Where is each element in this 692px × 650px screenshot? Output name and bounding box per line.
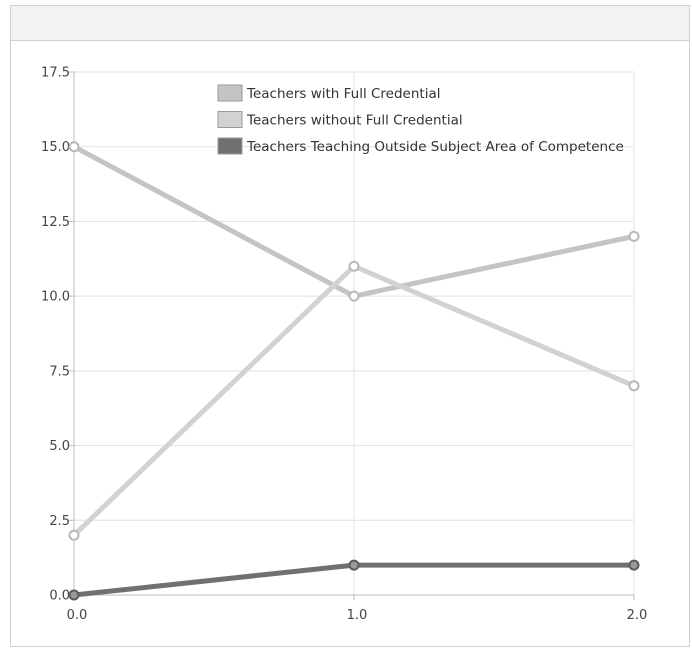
legend-swatch <box>217 137 243 155</box>
data-point <box>68 529 80 541</box>
data-point <box>628 559 640 571</box>
y-axis-ticks: 0.0 2.5 5.0 7.5 10.0 12.5 15.0 17.5 <box>41 66 74 604</box>
y-tick-label: 2.5 <box>49 514 70 529</box>
legend-label: Teachers without Full Credential <box>246 113 463 129</box>
legend-swatch <box>217 111 243 128</box>
x-tick-label: 1.0 <box>347 608 368 623</box>
data-point <box>628 230 640 242</box>
x-tick-label: 2.0 <box>627 608 648 623</box>
data-point <box>68 141 80 153</box>
y-tick-label: 7.5 <box>49 364 70 379</box>
y-tick-label: 5.0 <box>49 439 70 454</box>
y-tick-label: 12.5 <box>41 215 70 230</box>
data-point <box>68 589 80 601</box>
legend-label: Teachers Teaching Outside Subject Area o… <box>246 139 624 155</box>
y-tick-label: 10.0 <box>41 290 70 305</box>
x-axis-ticks: 0.0 1.0 2.0 <box>67 595 648 623</box>
data-point <box>348 260 360 272</box>
legend-swatch <box>217 84 243 102</box>
y-tick-label: 15.0 <box>41 140 70 155</box>
data-point <box>348 559 360 571</box>
y-tick-label: 0.0 <box>49 589 70 604</box>
y-tick-label: 17.5 <box>41 66 70 81</box>
x-tick-label: 0.0 <box>67 608 88 623</box>
panel-header <box>11 6 689 41</box>
legend: Teachers with Full Credential Teachers wi… <box>217 84 624 155</box>
series-lines <box>68 141 640 601</box>
chart-panel <box>10 5 690 647</box>
legend-label: Teachers with Full Credential <box>246 86 440 102</box>
data-point <box>348 290 360 302</box>
data-point <box>628 380 640 392</box>
